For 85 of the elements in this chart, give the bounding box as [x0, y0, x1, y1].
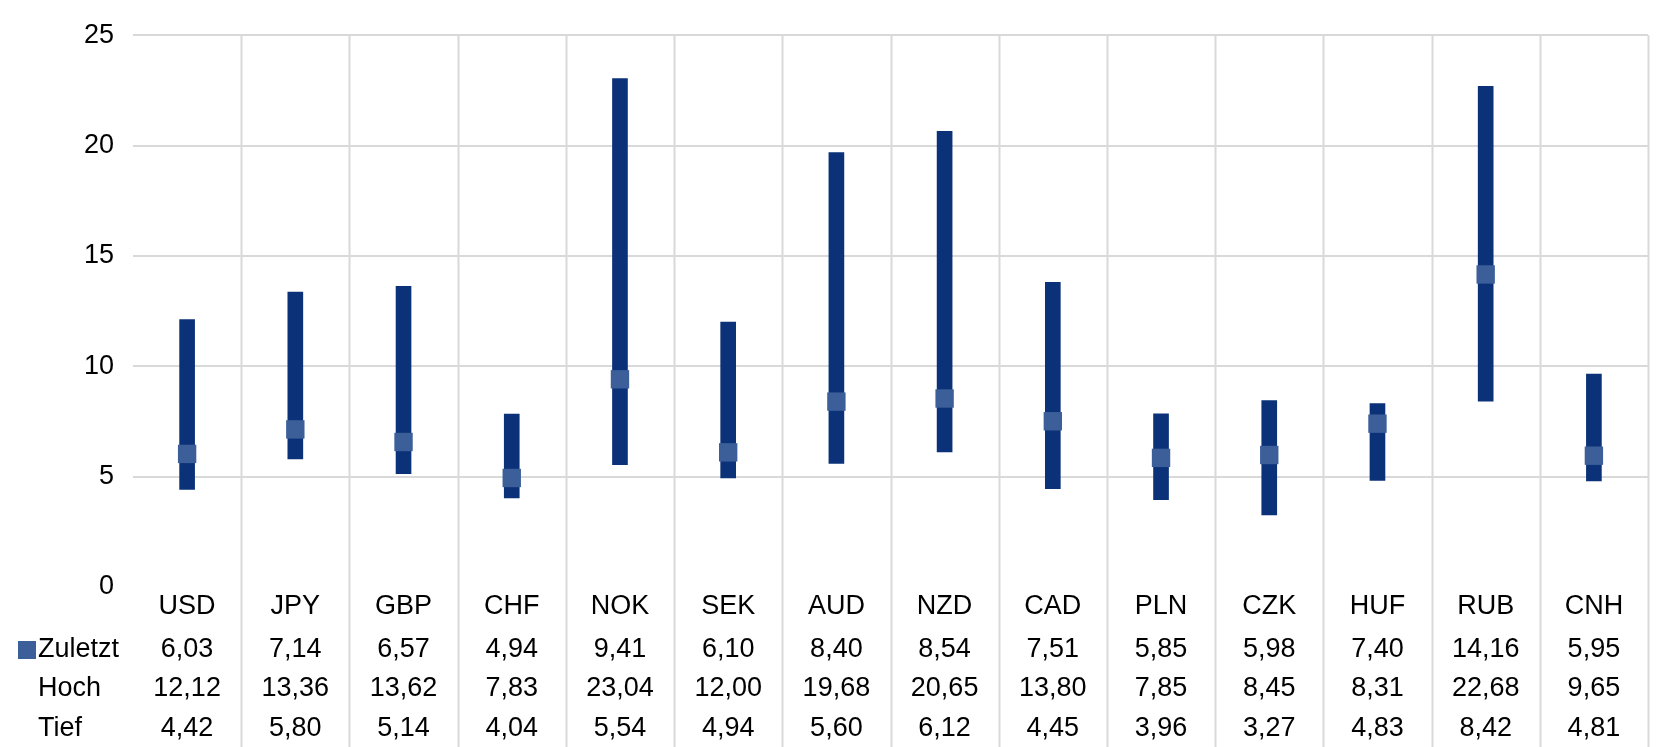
text: 4,45 [1026, 712, 1080, 743]
text: 4,83 [1351, 712, 1404, 743]
x-tick-label: JPY [270, 590, 321, 621]
point [1043, 412, 1063, 431]
y-tick-label: 25 [83, 18, 114, 49]
text: 12,12 [153, 672, 221, 703]
point [718, 443, 738, 462]
text: 4,94 [701, 712, 755, 743]
text: 8,45 [1242, 672, 1296, 703]
y-tick-label: 0 [98, 570, 114, 601]
x-tick-label: AUD [807, 590, 865, 621]
text: 9,65 [1567, 672, 1621, 703]
text: 20,65 [910, 672, 979, 703]
bar [828, 152, 845, 464]
text: Hoch [38, 672, 102, 703]
point [935, 389, 954, 408]
text: 13,36 [261, 672, 330, 703]
text: 8,31 [1351, 672, 1404, 703]
data-label: 4,94 [485, 633, 539, 664]
x-tick-label: CZK [1242, 590, 1297, 621]
point [286, 420, 305, 439]
text: 4,81 [1567, 712, 1621, 743]
point [1260, 445, 1279, 465]
data-label: 5,98 [1242, 633, 1296, 664]
text: 4,04 [485, 712, 539, 743]
x-tick-label: PLN [1134, 590, 1188, 621]
x-tick-label: GBP [375, 590, 433, 621]
text: 23,04 [586, 672, 654, 703]
x-tick-label: SEK [701, 590, 756, 621]
text: 5,60 [810, 712, 863, 743]
y-tick-label: 15 [83, 239, 114, 270]
text: 5,54 [593, 712, 647, 743]
y-tick-label: 5 [98, 460, 114, 491]
y-tick-label: 20 [83, 129, 114, 160]
text: 7,83 [485, 672, 539, 703]
point [1584, 446, 1604, 465]
point [610, 370, 630, 389]
data-label: 6,03 [160, 633, 214, 664]
bar [1044, 282, 1061, 490]
data-label: 7,40 [1351, 633, 1404, 664]
bar [1477, 86, 1494, 402]
y-tick-label: 10 [83, 349, 114, 380]
text: 5,80 [269, 712, 322, 743]
point [1151, 448, 1171, 468]
data-label: 8,40 [810, 633, 863, 664]
point [502, 468, 521, 488]
text: 8,42 [1459, 712, 1512, 743]
data-label: 14,16 [1451, 633, 1520, 664]
bar [936, 130, 953, 453]
text: 6,12 [918, 712, 971, 743]
text: 4,42 [160, 712, 214, 743]
data-label: 7,14 [269, 633, 322, 664]
data-label: 5,85 [1134, 633, 1188, 664]
point [1476, 265, 1495, 284]
data-label: 8,54 [918, 633, 971, 664]
point [394, 432, 413, 452]
text: 22,68 [1451, 672, 1520, 703]
text: 19,68 [802, 672, 871, 703]
x-tick-label: USD [158, 590, 216, 621]
data-label: 5,95 [1567, 633, 1621, 664]
text: 13,62 [369, 672, 438, 703]
text: 3,96 [1134, 712, 1188, 743]
bar [287, 291, 304, 460]
x-tick-label: RUB [1457, 590, 1515, 621]
text: 7,85 [1134, 672, 1188, 703]
data-label: 9,41 [593, 633, 647, 664]
data-label: 6,10 [701, 633, 755, 664]
point [1368, 414, 1387, 433]
point [827, 392, 846, 411]
x-tick-label: CNH [1564, 590, 1624, 621]
data-label: 7,51 [1026, 633, 1080, 664]
text: 13,80 [1019, 672, 1087, 703]
legend-label: Zuletzt [38, 633, 120, 664]
x-tick-label: HUF [1349, 590, 1406, 621]
text: 3,27 [1242, 712, 1296, 743]
x-tick-label: CHF [484, 590, 540, 621]
text: 5,14 [377, 712, 430, 743]
text: 12,00 [694, 672, 762, 703]
x-tick-label: CAD [1024, 590, 1082, 621]
x-tick-label: NZD [916, 590, 973, 621]
text: Tief [38, 712, 83, 743]
bar [612, 78, 628, 466]
point [177, 444, 197, 464]
x-tick-label: NOK [590, 590, 650, 621]
data-label: 6,57 [377, 633, 430, 664]
